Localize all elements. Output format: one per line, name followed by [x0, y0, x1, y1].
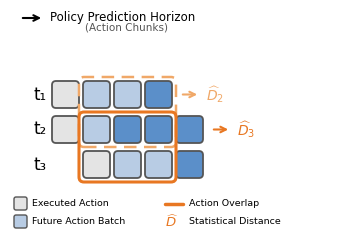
FancyBboxPatch shape: [83, 81, 110, 108]
Text: $\widehat{D}_3$: $\widehat{D}_3$: [237, 119, 255, 140]
Text: Executed Action: Executed Action: [32, 199, 109, 208]
FancyBboxPatch shape: [114, 151, 141, 178]
FancyBboxPatch shape: [176, 116, 203, 143]
Text: Future Action Batch: Future Action Batch: [32, 217, 125, 226]
FancyBboxPatch shape: [14, 197, 27, 210]
Text: Statistical Distance: Statistical Distance: [189, 217, 281, 226]
Text: t₂: t₂: [34, 120, 47, 139]
FancyBboxPatch shape: [114, 116, 141, 143]
Text: Action Overlap: Action Overlap: [189, 199, 259, 208]
FancyBboxPatch shape: [114, 81, 141, 108]
FancyBboxPatch shape: [176, 151, 203, 178]
Text: $\widehat{D}_2$: $\widehat{D}_2$: [206, 84, 224, 105]
FancyBboxPatch shape: [52, 116, 79, 143]
Text: (Action Chunks): (Action Chunks): [85, 23, 168, 33]
Text: $\widehat{D}$: $\widehat{D}$: [165, 213, 179, 230]
FancyBboxPatch shape: [52, 81, 79, 108]
Text: t₃: t₃: [34, 155, 47, 174]
FancyBboxPatch shape: [83, 151, 110, 178]
FancyBboxPatch shape: [145, 81, 172, 108]
FancyBboxPatch shape: [145, 151, 172, 178]
Text: Policy Prediction Horizon: Policy Prediction Horizon: [50, 11, 195, 25]
FancyBboxPatch shape: [14, 215, 27, 228]
Text: t₁: t₁: [34, 85, 47, 104]
FancyBboxPatch shape: [145, 116, 172, 143]
FancyBboxPatch shape: [83, 116, 110, 143]
